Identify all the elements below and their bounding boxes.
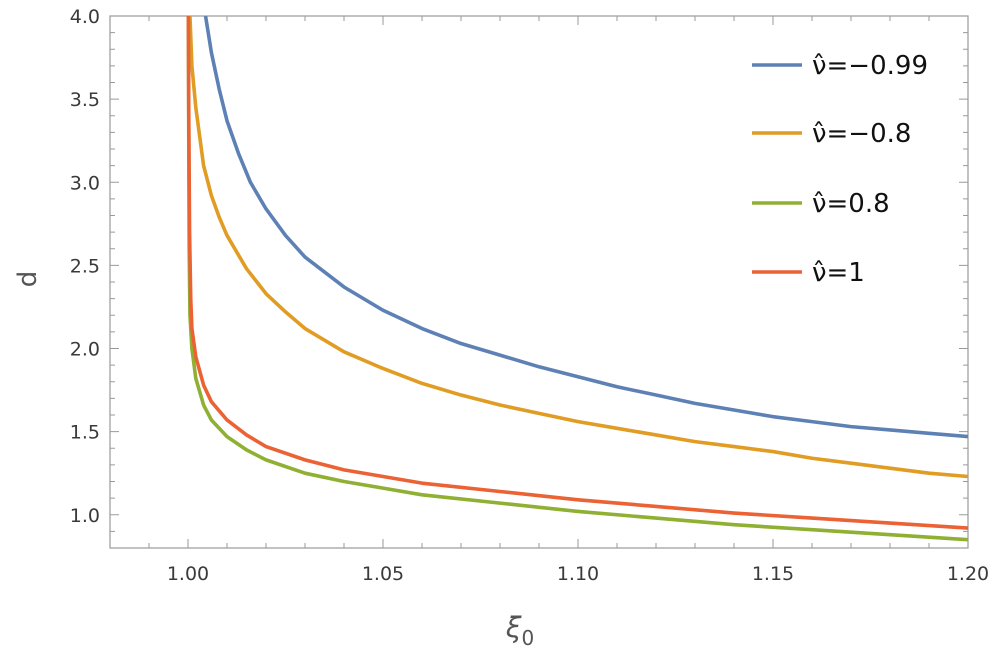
y-tick-label: 1.5 xyxy=(70,422,100,444)
axis-ticks: 1.00 1.05 1.10 1.15 1.20 1.0 1.5 2.0 2.5 3.0 3.5 4.… xyxy=(70,6,989,585)
legend-label-3: ν̂=0.8 xyxy=(812,189,890,219)
y-tick-label: 2.5 xyxy=(70,255,100,277)
x-tick-label: 1.05 xyxy=(362,563,404,585)
y-tick-label: 3.0 xyxy=(70,172,100,194)
legend-label-2: ν̂=−0.8 xyxy=(812,119,911,149)
legend-label-4: ν̂=1 xyxy=(812,258,865,288)
y-tick-label: 3.5 xyxy=(70,89,100,111)
x-tick-label: 1.10 xyxy=(557,563,599,585)
y-axis-label: d xyxy=(13,271,43,288)
x-axis-label-main: ξ xyxy=(505,611,522,644)
x-tick-label: 1.15 xyxy=(752,563,794,585)
x-tick-label: 1.00 xyxy=(167,563,209,585)
y-tick-label: 2.0 xyxy=(70,339,100,361)
legend: ν̂=−0.99 ν̂=−0.8 ν̂=0.8 ν̂=1 xyxy=(752,51,928,288)
series-line-4 xyxy=(186,16,968,530)
x-axis-label-subscript: 0 xyxy=(521,626,534,650)
y-tick-label: 4.0 xyxy=(70,6,100,28)
series-line-2 xyxy=(188,16,968,479)
y-tick-label: 1.0 xyxy=(70,505,100,527)
series-line-1 xyxy=(203,16,968,439)
x-tick-label: 1.20 xyxy=(947,563,989,585)
series-lines xyxy=(186,16,968,542)
legend-label-1: ν̂=−0.99 xyxy=(812,51,928,81)
x-axis-label: ξ0 xyxy=(505,611,534,650)
